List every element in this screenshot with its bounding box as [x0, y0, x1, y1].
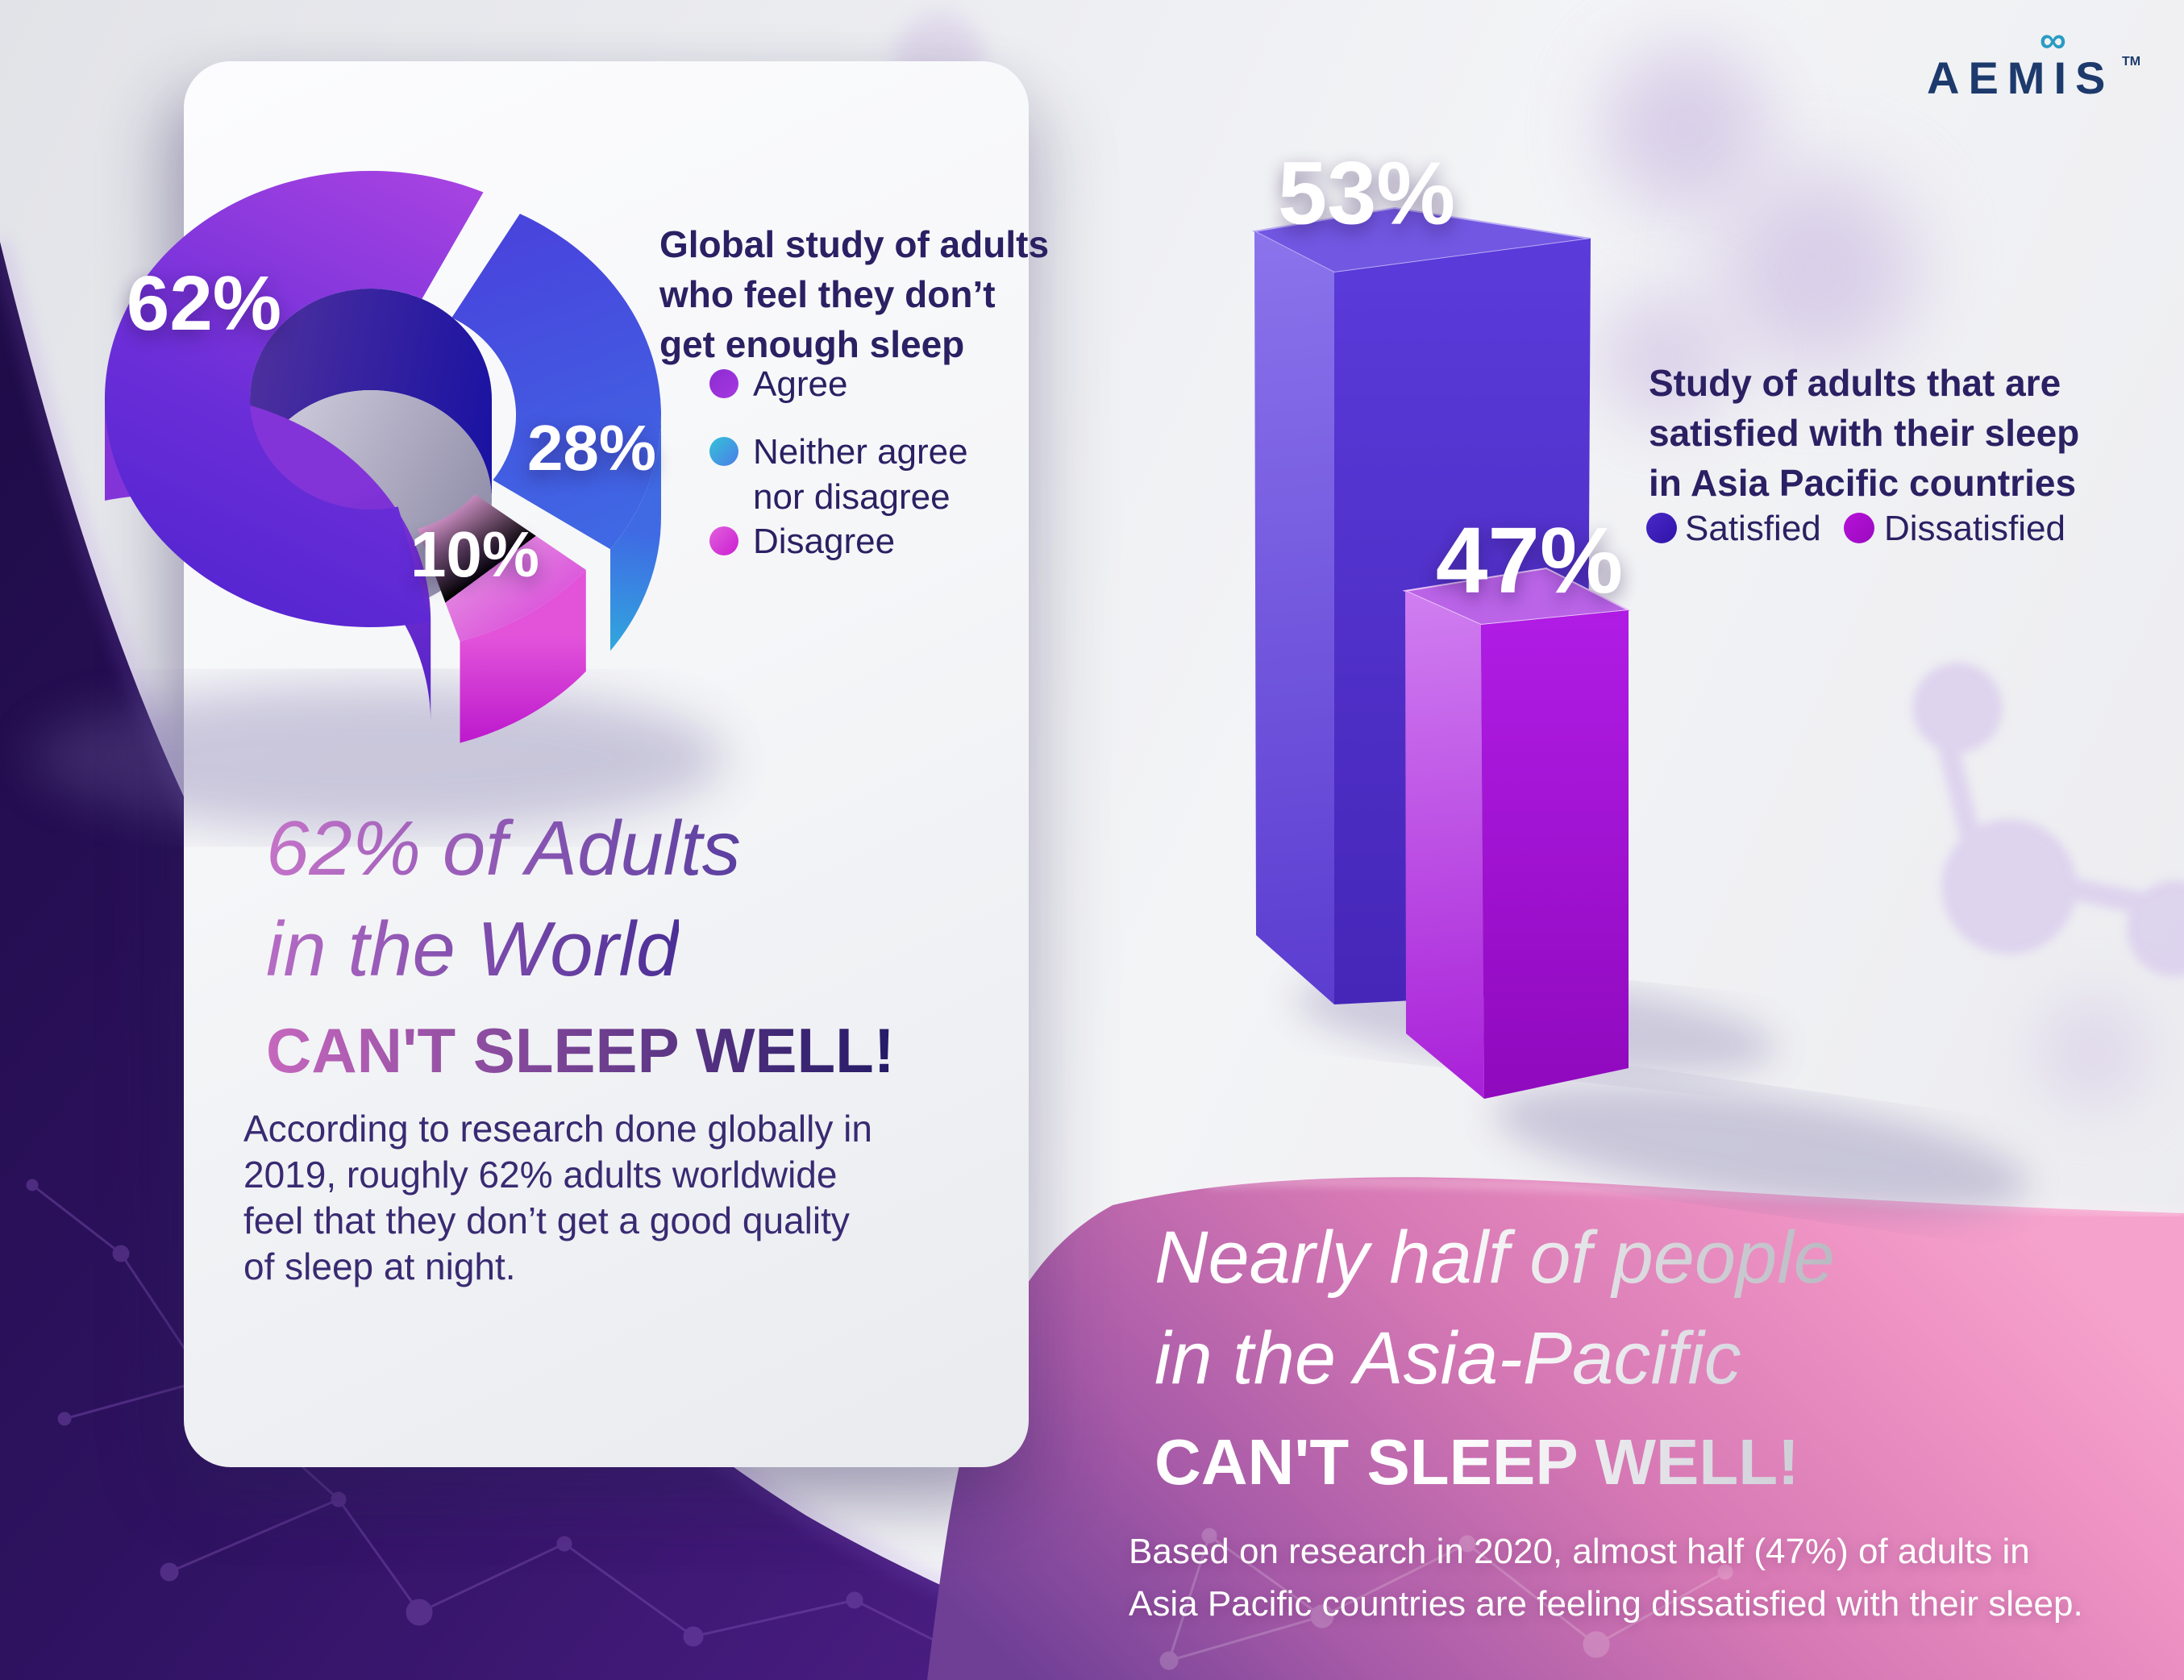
logo-trademark: TM [2122, 55, 2141, 69]
donut-title-line: Global study of adults [659, 223, 1050, 265]
bar-title-line: satisfied with their sleep [1649, 412, 2080, 454]
donut-inner-wall [250, 289, 492, 501]
left-paragraph-line: of sleep at night. [243, 1245, 516, 1287]
footer-paragraph-line: Based on research in 2020, almost half (… [1129, 1532, 2030, 1571]
left-headline-line3: CAN'T SLEEP WELL! [266, 1015, 895, 1086]
donut-title-line: who feel they don’t [659, 273, 996, 315]
legend-label-dissatisfied: Dissatisfied [1884, 509, 2065, 548]
logo: ∞ AEMIS TM [1927, 19, 2169, 105]
molecule-blob-icon [1600, 44, 1770, 214]
legend-dot-agree-icon [709, 369, 738, 398]
bar-dissatisfied [1402, 567, 1632, 1099]
logo-infinity-icon: ∞ [2040, 19, 2066, 60]
footer-headline-line2: in the Asia-Pacific [1154, 1317, 1741, 1399]
footer-paragraph: Based on research in 2020, almost half (… [1129, 1525, 2083, 1630]
pink-wave [927, 1177, 2184, 1680]
donut-chart-title: Global study of adults who feel they don… [659, 219, 1049, 369]
donut-slice-neither [451, 214, 661, 550]
slice-label-62: 62% [126, 260, 282, 347]
donut-slice-disagree [417, 494, 586, 642]
slice-label-10: 10% [410, 518, 540, 590]
donut-slice-neither-side [610, 415, 661, 651]
bar-title-line: in Asia Pacific countries [1649, 462, 2077, 504]
donut-shadow [32, 684, 726, 832]
footer-headline-line1: Nearly half of people [1154, 1216, 1835, 1299]
donut-slice-disagree-side [460, 569, 586, 743]
footer-paragraph-line: Asia Pacific countries are feeling dissa… [1129, 1584, 2083, 1624]
donut-chart [104, 170, 661, 743]
left-paragraph: According to research done globally in 2… [243, 1106, 872, 1290]
molecule-blob-icon [2032, 992, 2153, 1112]
molecule-icon [1912, 663, 2184, 977]
legend-dot-disagree-icon [709, 526, 738, 555]
footer-headline-line3: CAN'T SLEEP WELL! [1154, 1426, 1799, 1498]
left-paragraph-line: feel that they don’t get a good quality [243, 1200, 850, 1241]
bar-label-53: 53% [1277, 143, 1456, 243]
left-headline-line2: in the World [266, 906, 680, 992]
left-headline-line1: 62% of Adults [266, 805, 741, 892]
donut-title-line: get enough sleep [659, 323, 965, 365]
legend-label-neither: Neither agree nor disagree [753, 432, 968, 517]
legend-dot-neither-icon [709, 437, 738, 466]
left-paragraph-line: 2019, roughly 62% adults worldwide [243, 1154, 838, 1196]
logo-brand: AEMIS [1927, 52, 2115, 103]
legend-dot-dissatisfied-icon [1844, 513, 1874, 543]
left-paragraph-line: According to research done globally in [243, 1108, 872, 1150]
bar-chart-title: Study of adults that are satisfied with … [1649, 358, 2079, 508]
molecule-blob-icon [1596, 290, 1733, 427]
legend-label-agree: Agree [753, 364, 848, 404]
legend-label-satisfied: Satisfied [1685, 509, 1821, 548]
slice-label-28: 28% [526, 412, 657, 484]
molecule-blob-icon [1717, 169, 1919, 371]
bar-title-line: Study of adults that are [1649, 362, 2061, 404]
legend-label-disagree: Disagree [753, 522, 896, 561]
donut-slice-agree [104, 170, 484, 627]
legend-dot-satisfied-icon [1646, 513, 1677, 543]
network-pattern [1159, 1528, 1733, 1670]
bar-label-47: 47% [1435, 508, 1624, 613]
bar-shadow [1494, 1083, 2029, 1214]
